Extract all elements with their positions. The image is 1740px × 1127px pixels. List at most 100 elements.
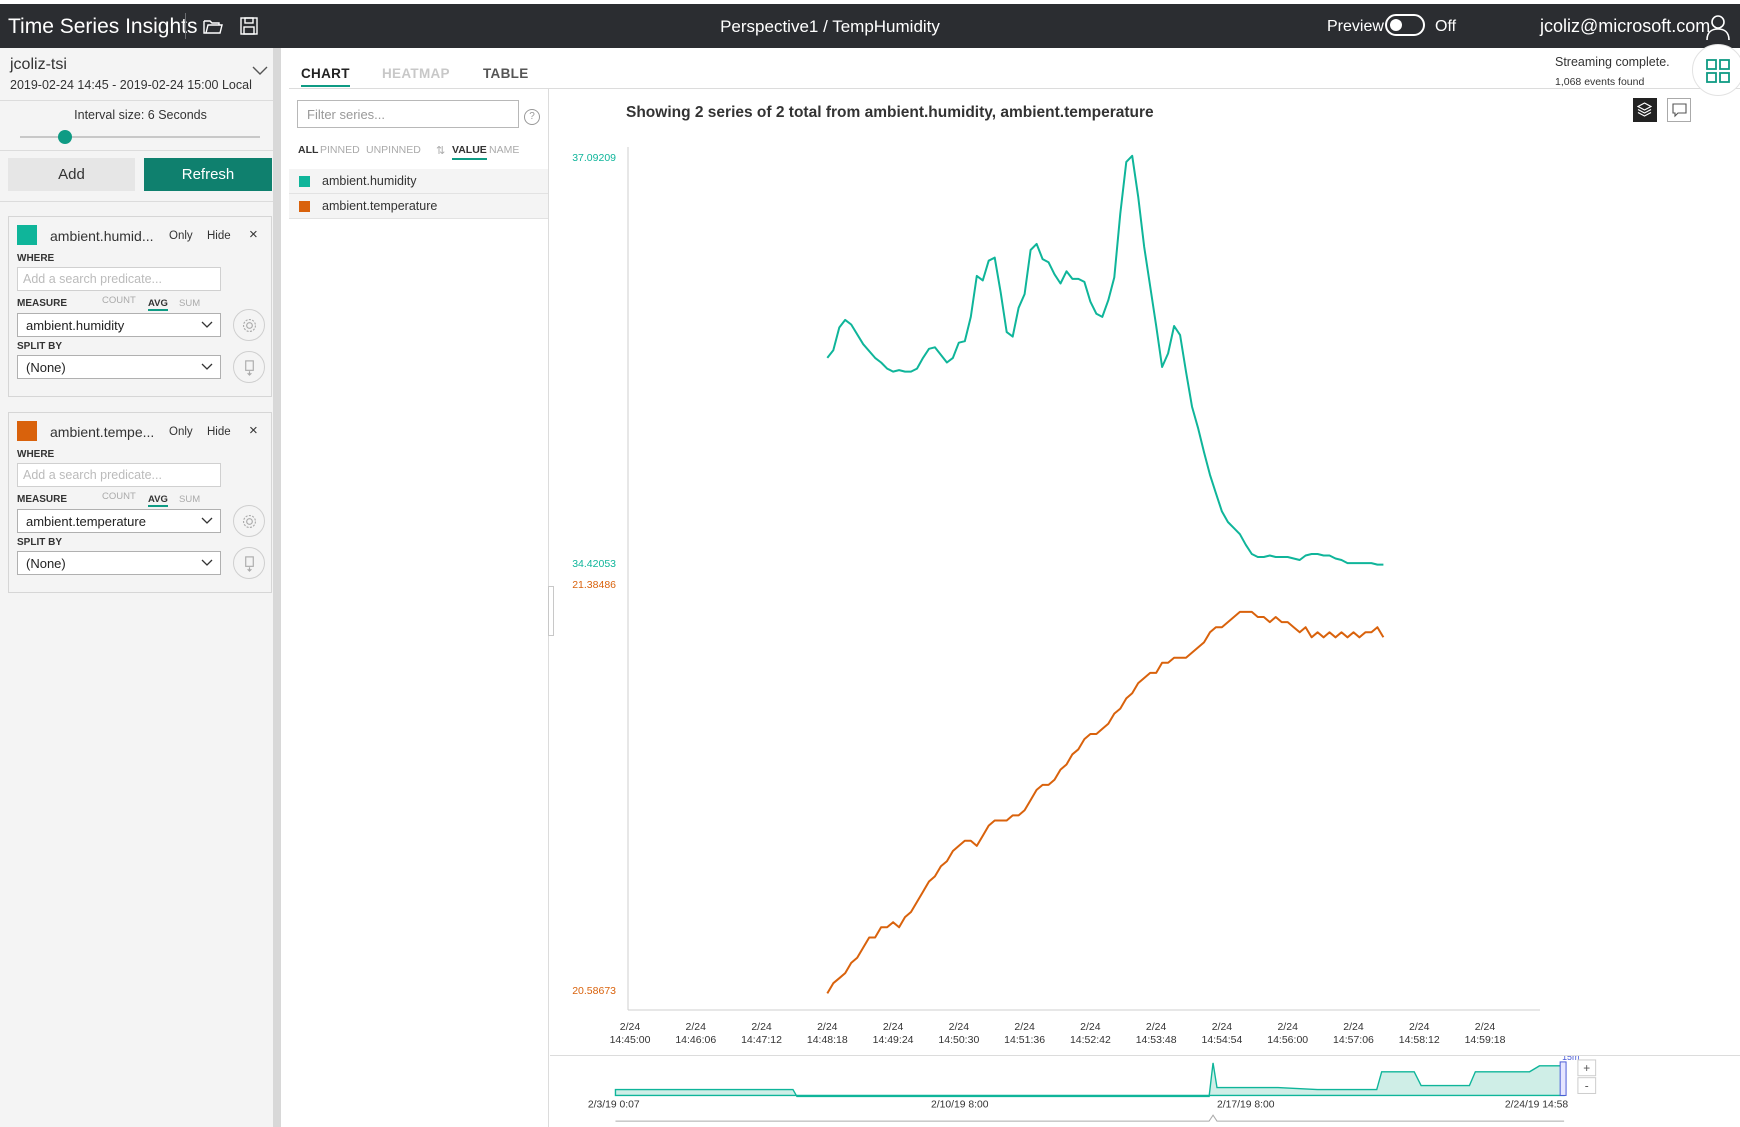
x-tick-label: 2/24 xyxy=(1146,1021,1167,1033)
hide-button[interactable]: Hide xyxy=(207,426,231,438)
tab-table[interactable]: TABLE xyxy=(483,66,529,81)
measure-select[interactable]: ambient.humidity xyxy=(17,313,221,337)
brush-selection[interactable] xyxy=(1559,1061,1567,1096)
left-panel: jcoliz-tsi 2019-02-24 14:45 - 2019-02-24… xyxy=(0,48,281,1127)
series-line-ambient-temperature xyxy=(826,610,1385,994)
divider xyxy=(0,201,273,202)
close-icon[interactable]: × xyxy=(249,422,258,439)
series-color-swatch xyxy=(299,176,310,187)
chevron-down-icon[interactable] xyxy=(252,66,268,76)
zoom-out-button[interactable] xyxy=(1577,1077,1597,1094)
timeline-label: 2/3/19 0:07 xyxy=(588,1099,640,1110)
app-title: Time Series Insights xyxy=(8,15,198,38)
split-by-label: SPLIT BY xyxy=(17,537,63,548)
duplicate-button[interactable] xyxy=(233,351,265,383)
timeline-brush[interactable]: 15m + - 2/3/19 0:07 2/10/19 8:00 2/17/19 8:00… xyxy=(550,1055,1740,1127)
x-tick-label: 2/24 xyxy=(1343,1021,1364,1033)
save-icon[interactable] xyxy=(237,14,261,38)
x-tick-label: 14:52:42 xyxy=(1070,1034,1111,1046)
where-input[interactable] xyxy=(17,267,221,291)
filter-unpinned[interactable]: UNPINNED xyxy=(366,144,421,156)
hide-button[interactable]: Hide xyxy=(207,230,231,242)
user-icon[interactable] xyxy=(1705,13,1731,41)
x-tick-label: 14:50:30 xyxy=(938,1034,979,1046)
filter-series-input[interactable] xyxy=(297,100,519,128)
only-button[interactable]: Only xyxy=(169,230,193,242)
filter-all[interactable]: ALL xyxy=(298,144,319,156)
filter-pinned[interactable]: PINNED xyxy=(320,144,360,156)
interval-slider-track[interactable] xyxy=(20,136,260,138)
measure-label: MEASURE xyxy=(17,494,68,505)
line-chart[interactable]: 2/2414:45:002/2414:46:062/2414:47:122/24… xyxy=(550,90,1740,1055)
split-by-select[interactable]: (None) xyxy=(17,551,221,575)
environment-name[interactable]: jcoliz-tsi xyxy=(10,56,67,73)
list-item[interactable]: ambient.temperature xyxy=(289,194,548,219)
timeline-area xyxy=(614,1062,1565,1098)
divider xyxy=(0,150,273,151)
sort-by-name[interactable]: NAME xyxy=(489,144,520,156)
x-tick-label: 2/24 xyxy=(1014,1021,1035,1033)
time-range[interactable]: 2019-02-24 14:45 - 2019-02-24 15:00 Loca… xyxy=(10,78,252,92)
tab-heatmap[interactable]: HEATMAP xyxy=(382,66,450,81)
open-folder-icon[interactable] xyxy=(201,14,225,38)
interval-slider-handle[interactable] xyxy=(58,130,72,144)
measure-select[interactable]: ambient.temperature xyxy=(17,509,221,533)
x-tick-label: 14:58:12 xyxy=(1399,1034,1440,1046)
chevron-down-icon xyxy=(201,321,213,328)
series-list: ambient.humidity ambient.temperature xyxy=(289,169,548,219)
timeline-label: 2/24/19 14:58 xyxy=(1505,1099,1569,1110)
settings-button[interactable] xyxy=(233,309,265,341)
series-color-swatch[interactable] xyxy=(17,225,37,245)
settings-button[interactable] xyxy=(233,505,265,537)
chevron-down-icon xyxy=(201,363,213,370)
sort-by-value[interactable]: VALUE xyxy=(452,144,487,160)
toggle-state-label: Off xyxy=(1435,18,1457,35)
annotation-button[interactable] xyxy=(1667,98,1691,122)
toggle-knob xyxy=(1390,19,1402,31)
measure-value: ambient.humidity xyxy=(26,318,125,333)
zoom-out-label: - xyxy=(1585,1079,1589,1093)
agg-count[interactable]: COUNT xyxy=(102,491,136,502)
copy-icon xyxy=(245,360,254,376)
perspective-title: Perspective1 / TempHumidity xyxy=(720,17,940,36)
series-color-swatch[interactable] xyxy=(17,421,37,441)
sort-icon[interactable]: ⇅ xyxy=(436,145,446,157)
dashboard-button[interactable] xyxy=(1692,44,1740,96)
comment-icon xyxy=(1672,103,1687,118)
x-tick-label: 2/24 xyxy=(1409,1021,1430,1033)
add-button[interactable]: Add xyxy=(8,158,135,191)
refresh-button[interactable]: Refresh xyxy=(144,158,272,191)
timeline-label: 2/17/19 8:00 xyxy=(1217,1099,1275,1110)
where-input[interactable] xyxy=(17,463,221,487)
agg-sum[interactable]: SUM xyxy=(179,298,201,309)
agg-avg[interactable]: AVG xyxy=(148,298,168,311)
series-color-swatch xyxy=(299,201,310,212)
agg-count[interactable]: COUNT xyxy=(102,295,136,306)
agg-avg[interactable]: AVG xyxy=(148,494,168,507)
y-tick-label: 20.58673 xyxy=(572,985,616,997)
series-panel: CHART HEATMAP TABLE ? ALL PINNED UNPINNE… xyxy=(289,48,1740,1127)
grid-icon xyxy=(1706,59,1730,83)
list-item[interactable]: ambient.humidity xyxy=(289,169,548,194)
x-tick-label: 2/24 xyxy=(686,1021,707,1033)
help-icon[interactable]: ? xyxy=(524,109,540,125)
close-icon[interactable]: × xyxy=(249,226,258,243)
tab-chart[interactable]: CHART xyxy=(301,66,350,87)
x-tick-label: 2/24 xyxy=(1475,1021,1496,1033)
split-by-select[interactable]: (None) xyxy=(17,355,221,379)
only-button[interactable]: Only xyxy=(169,426,193,438)
stack-toggle-button[interactable] xyxy=(1633,98,1657,122)
where-label: WHERE xyxy=(17,253,55,264)
gear-icon xyxy=(242,514,257,529)
panel-resize-handle[interactable] xyxy=(548,586,554,636)
x-tick-label: 14:46:06 xyxy=(675,1034,716,1046)
preview-toggle[interactable] xyxy=(1385,14,1425,36)
agg-sum[interactable]: SUM xyxy=(179,494,201,505)
user-email[interactable]: jcoliz@microsoft.com xyxy=(1540,16,1711,36)
zoom-in-button[interactable] xyxy=(1577,1059,1597,1077)
x-tick-label: 2/24 xyxy=(949,1021,970,1033)
term-title: ambient.tempe... xyxy=(50,424,155,440)
duplicate-button[interactable] xyxy=(233,547,265,579)
series-name: ambient.humidity xyxy=(322,174,417,188)
x-tick-label: 2/24 xyxy=(817,1021,838,1033)
